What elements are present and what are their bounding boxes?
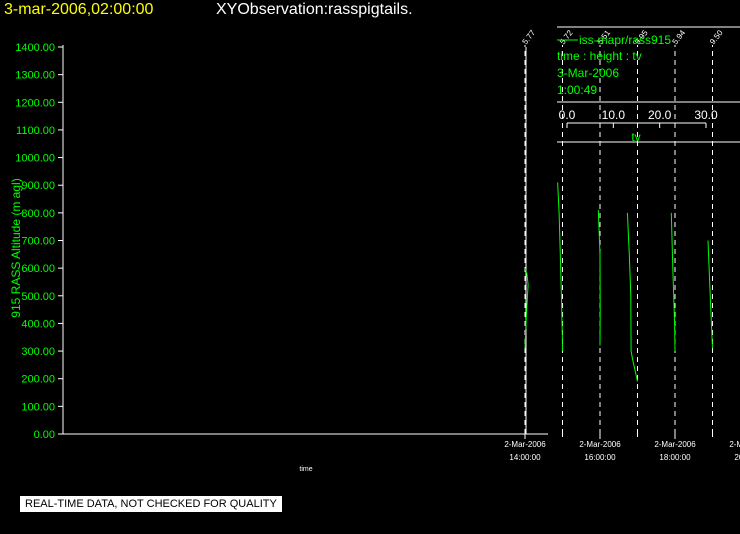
x-tick-time: 20:00:00	[734, 453, 740, 462]
profile-max-label: 5.94	[670, 28, 687, 46]
profile-traces	[524, 182, 713, 382]
y-tick-label: 1400.00	[15, 42, 55, 54]
y-axis-title: 915 RASS Altitude (m agl)	[9, 178, 23, 317]
profile-max-label: 5.77	[520, 28, 537, 46]
legend-time: 1:00:49	[557, 83, 597, 97]
profile-trace	[626, 212, 638, 382]
legend: iss-mapr/rass915 time : height : tv 3-Mar-…	[557, 26, 740, 144]
y-tick-label: 700.00	[21, 236, 55, 248]
profile-trace	[597, 210, 601, 346]
x-tick-time: 14:00:00	[509, 453, 541, 462]
x-tick-time: 18:00:00	[659, 453, 691, 462]
y-tick-label: 1000.00	[15, 153, 55, 165]
quality-warning: REAL-TIME DATA, NOT CHECKED FOR QUALITY	[20, 496, 282, 512]
y-tick-label: 400.00	[21, 318, 55, 330]
y-tick-label: 100.00	[21, 401, 55, 413]
legend-scale-label: tv	[631, 130, 640, 144]
x-axis-title: time	[299, 466, 312, 473]
x-tick-date: 2-Mar-2006	[504, 440, 546, 449]
y-tick-label: 1100.00	[16, 125, 55, 137]
profile-max-label: 9.50	[708, 28, 725, 46]
legend-series-label: iss-mapr/rass915	[579, 33, 671, 47]
profile-trace	[670, 212, 676, 352]
profile-trace	[707, 240, 713, 349]
y-tick-label: 1200.00	[15, 97, 55, 109]
observation-datetime: 3-mar-2006,02:00:00	[4, 1, 154, 18]
x-tick-date: 2-Mar-2006	[579, 440, 621, 449]
legend-scale-tick-label: 30.0	[694, 108, 718, 122]
observation-title: XYObservation:rasspigtails.	[216, 1, 413, 18]
axes: 0.00 100.00 200.00 300.00 400.00 500.00 600.00…	[9, 42, 740, 473]
y-tick-label: 1300.00	[15, 70, 55, 82]
legend-scale-tick-label: 10.0	[602, 108, 626, 122]
x-tick-time: 16:00:00	[584, 453, 616, 462]
x-tick-date: 2-Mar-2006	[654, 440, 696, 449]
y-tick-label: 800.00	[21, 208, 55, 220]
profile-trace	[524, 267, 529, 349]
legend-mapping: time : height : tv	[557, 49, 642, 63]
y-tick-label: 200.00	[21, 374, 55, 386]
profile-max-label: 5.72	[558, 28, 575, 46]
profile-baselines: 5.775.725.519.955.949.5011.3312.3412.971…	[520, 28, 725, 434]
legend-scale-tick-label: 0.0	[559, 108, 576, 122]
profile-trace	[557, 182, 563, 352]
y-tick-label: 500.00	[21, 291, 55, 303]
legend-date: 3-Mar-2006	[557, 66, 619, 80]
y-tick-label: 300.00	[21, 346, 55, 358]
y-tick-label: 600.00	[21, 263, 55, 275]
x-tick-date: 2-Mar-2006	[729, 440, 740, 449]
y-tick-label: 900.00	[21, 180, 55, 192]
y-tick-label: 0.00	[34, 429, 55, 441]
legend-scale-tick-label: 20.0	[648, 108, 672, 122]
